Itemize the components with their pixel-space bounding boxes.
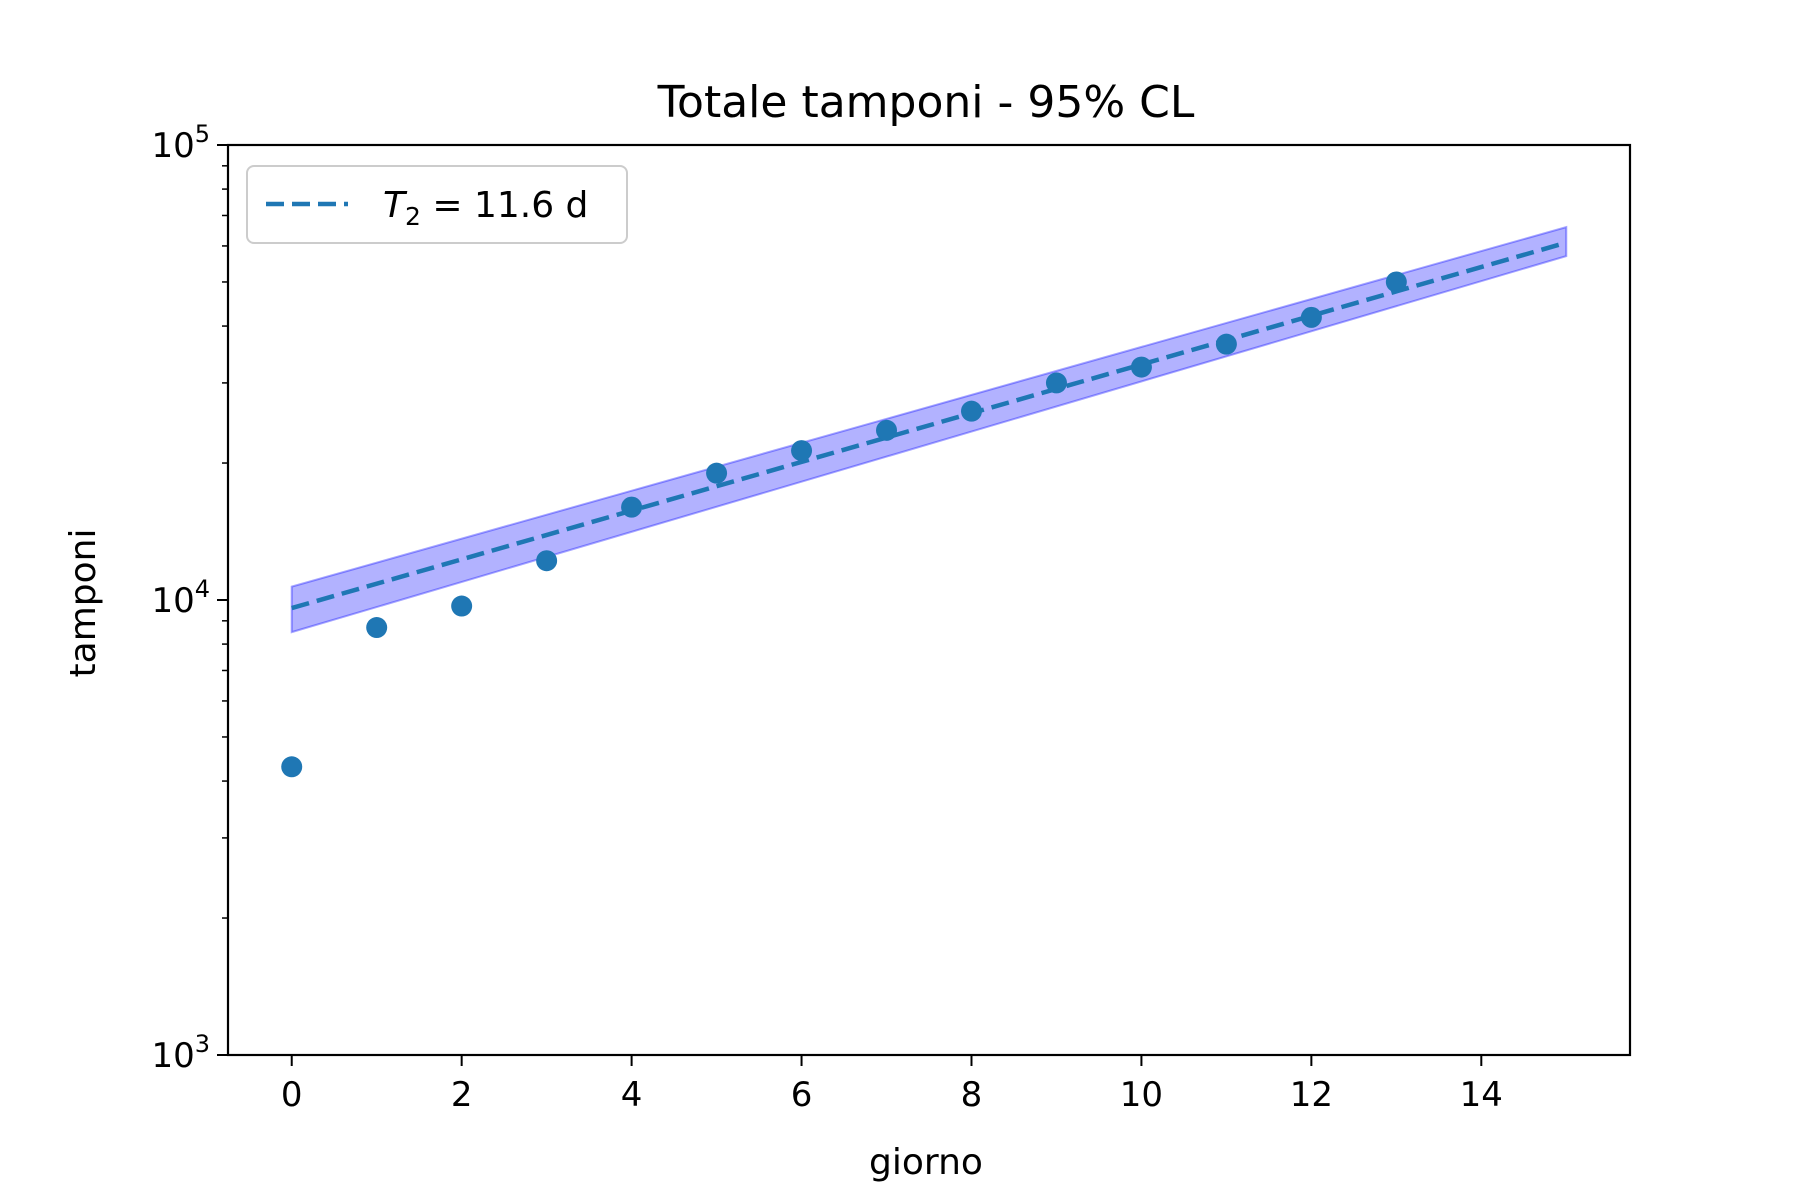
- data-point: [366, 617, 388, 639]
- data-point: [876, 419, 898, 441]
- confidence-band: [290, 225, 1568, 634]
- confidence-band-layer: [290, 225, 1568, 634]
- x-tick-label: 0: [281, 1075, 303, 1115]
- axes-layer: 0 2 4 6 8 10 12 14 103 104 105: [151, 120, 1632, 1115]
- chart-title: Totale tamponi - 95% CL: [657, 77, 1195, 128]
- data-point: [1045, 372, 1067, 394]
- data-point: [791, 440, 813, 462]
- y-axis-label: tamponi: [63, 529, 104, 678]
- data-point: [1385, 271, 1407, 293]
- legend: T2 = 11.6 d: [246, 165, 628, 244]
- x-tick-label: 14: [1460, 1075, 1503, 1115]
- x-tick-label: 6: [791, 1075, 813, 1115]
- fit-line-layer: [291, 240, 1567, 611]
- data-point: [621, 496, 643, 518]
- y-tick-label: 104: [151, 575, 210, 621]
- y-tick-label: 105: [151, 120, 210, 166]
- data-point: [281, 756, 303, 778]
- data-point: [1130, 356, 1152, 378]
- data-point: [536, 550, 558, 572]
- data-point: [706, 462, 728, 484]
- data-point: [1215, 333, 1237, 355]
- legend-box: [246, 165, 628, 244]
- x-tick-label: 8: [961, 1075, 983, 1115]
- data-point: [451, 595, 473, 617]
- fit-line: [291, 240, 1567, 611]
- x-tick-label: 2: [451, 1075, 473, 1115]
- legend-label: T2 = 11.6 d: [383, 185, 588, 231]
- data-point: [960, 400, 982, 422]
- x-tick-label: 4: [621, 1075, 643, 1115]
- x-tick-label: 12: [1290, 1075, 1333, 1115]
- data-point: [1300, 306, 1322, 328]
- data-points-layer: [281, 271, 1407, 778]
- x-axis-label: giorno: [869, 1142, 983, 1183]
- y-tick-label: 103: [151, 1030, 210, 1076]
- x-tick-label: 10: [1120, 1075, 1163, 1115]
